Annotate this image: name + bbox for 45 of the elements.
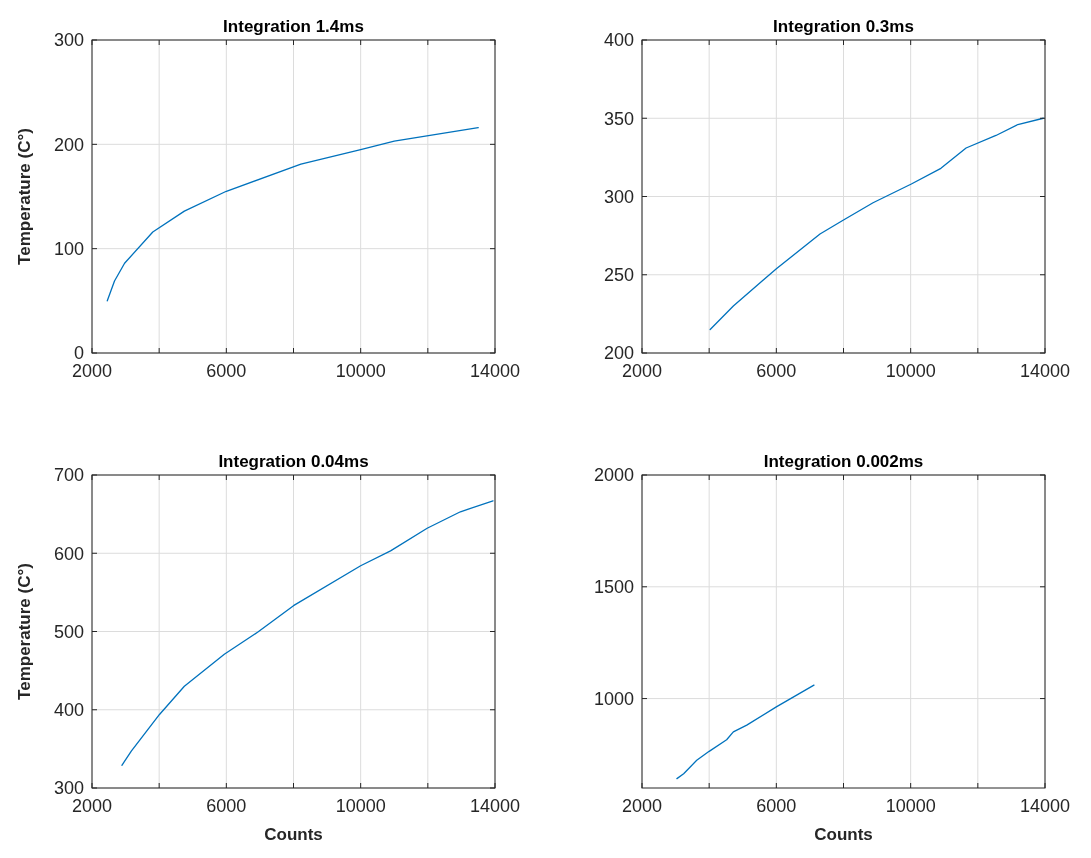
y-tick-label: 600: [53, 543, 84, 564]
y-tick-label: 300: [603, 186, 634, 207]
y-tick-label: 500: [53, 621, 84, 642]
chart-title: Integration 0.002ms: [763, 452, 924, 471]
x-tick-label: 6000: [206, 796, 247, 816]
x-tick-label: 6000: [756, 796, 797, 816]
y-tick-label: 1500: [593, 577, 634, 598]
x-tick-label: 2000: [621, 796, 663, 816]
x-tick-label: 10000: [885, 796, 936, 816]
x-tick-label: 14000: [469, 796, 521, 816]
y-tick-label: 350: [603, 108, 634, 129]
x-tick-label: 6000: [756, 361, 797, 381]
y-tick-label: 200: [603, 343, 634, 364]
x-axis-title: Counts: [814, 825, 873, 844]
y-axis-title: Temperature (C°): [15, 563, 34, 700]
y-tick-label: 700: [53, 465, 84, 486]
line-series: [709, 117, 1044, 331]
x-tick-label: 14000: [1019, 361, 1071, 381]
chart-title: Integration 0.3ms: [773, 17, 914, 36]
y-tick-label: 400: [53, 700, 84, 721]
y-tick-label: 1000: [593, 688, 634, 709]
x-tick-label: 10000: [335, 796, 386, 816]
y-tick-label: 200: [53, 134, 84, 155]
x-tick-label: 2000: [71, 361, 113, 381]
y-axis-title: Temperature (C°): [15, 128, 34, 265]
x-axis-title: Counts: [264, 825, 323, 844]
x-tick-label: 14000: [469, 361, 521, 381]
x-tick-label: 10000: [335, 361, 386, 381]
line-series: [106, 126, 479, 302]
y-tick-label: 2000: [593, 465, 634, 486]
y-tick-label: 250: [603, 265, 634, 286]
x-tick-label: 6000: [206, 361, 247, 381]
chart-title: Integration 1.4ms: [223, 17, 364, 36]
y-tick-label: 0: [73, 343, 84, 364]
y-tick-label: 300: [53, 30, 84, 51]
line-series: [121, 500, 494, 766]
y-tick-label: 100: [53, 238, 84, 259]
chart-title: Integration 0.04ms: [218, 452, 369, 471]
line-series: [676, 684, 815, 780]
x-tick-label: 2000: [621, 361, 663, 381]
y-tick-label: 400: [603, 30, 634, 51]
x-tick-label: 10000: [885, 361, 936, 381]
x-tick-label: 2000: [71, 796, 113, 816]
y-tick-label: 300: [53, 778, 84, 799]
x-tick-label: 14000: [1019, 796, 1071, 816]
